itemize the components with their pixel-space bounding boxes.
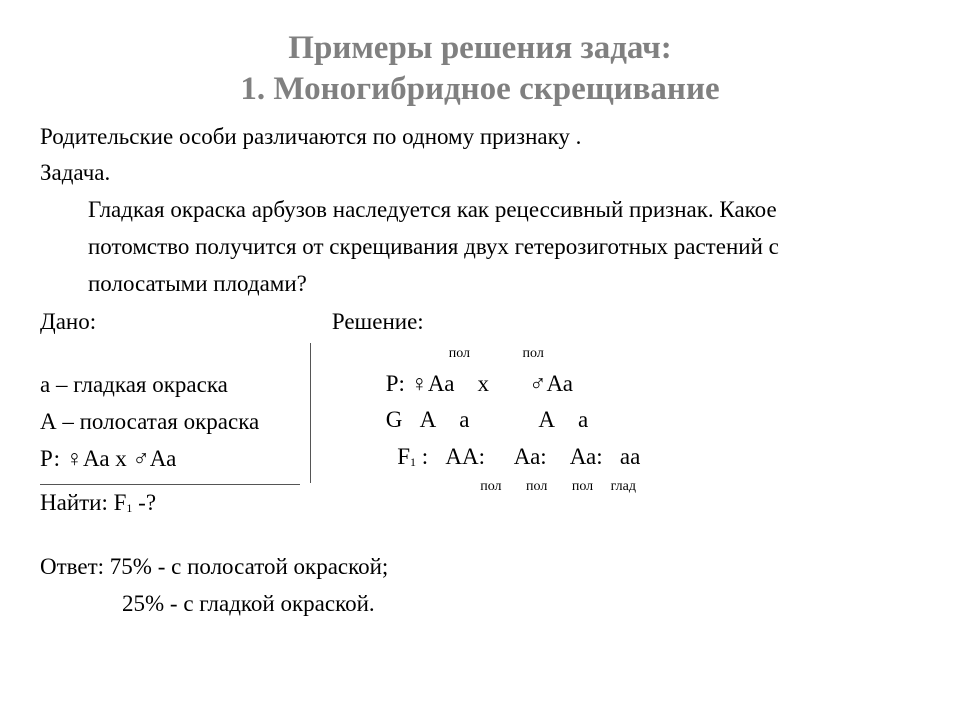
phenotype-top-labels: пол пол xyxy=(386,343,641,365)
task-line-3: полосатыми плодами? xyxy=(40,266,920,303)
allele-a: а – гладкая окраска xyxy=(40,367,340,404)
allele-A: А – полосатая окраска xyxy=(40,404,340,441)
gametes-row: G А а А а xyxy=(386,402,641,439)
given-solution-labels: Дано: Решение: xyxy=(40,304,920,341)
task-line-1: Гладкая окраска арбузов наследуется как … xyxy=(40,192,920,229)
task-label: Задача. xyxy=(40,155,920,192)
phenotype-bottom-labels: пол пол пол глад xyxy=(386,476,641,498)
solution-column: пол пол P: ♀Аа х ♂Аа G А а А а F1 : АА: … xyxy=(346,343,641,498)
answer-line-2: 25% - с гладкой окраской. xyxy=(40,586,920,623)
answer-line-1: Ответ: 75% - с полосатой окраской; xyxy=(40,549,920,586)
intro-text: Родительские особи различаются по одному… xyxy=(40,119,920,156)
task-line-2: потомство получится от скрещивания двух … xyxy=(40,229,920,266)
parents-cross: P: ♀Аа х ♂Аа xyxy=(386,366,641,403)
title-line-2: 1. Моногибридное скрещивание xyxy=(0,69,960,110)
parents-given: Р: ♀Аа х ♂Аа xyxy=(40,441,340,478)
find-row: Найти: F1 -? xyxy=(40,485,340,522)
title-line-1: Примеры решения задач: xyxy=(0,28,960,69)
f1-row: F1 : АА: Аа: Аа: аа xyxy=(386,439,641,476)
given-column: а – гладкая окраска А – полосатая окраск… xyxy=(40,343,340,521)
